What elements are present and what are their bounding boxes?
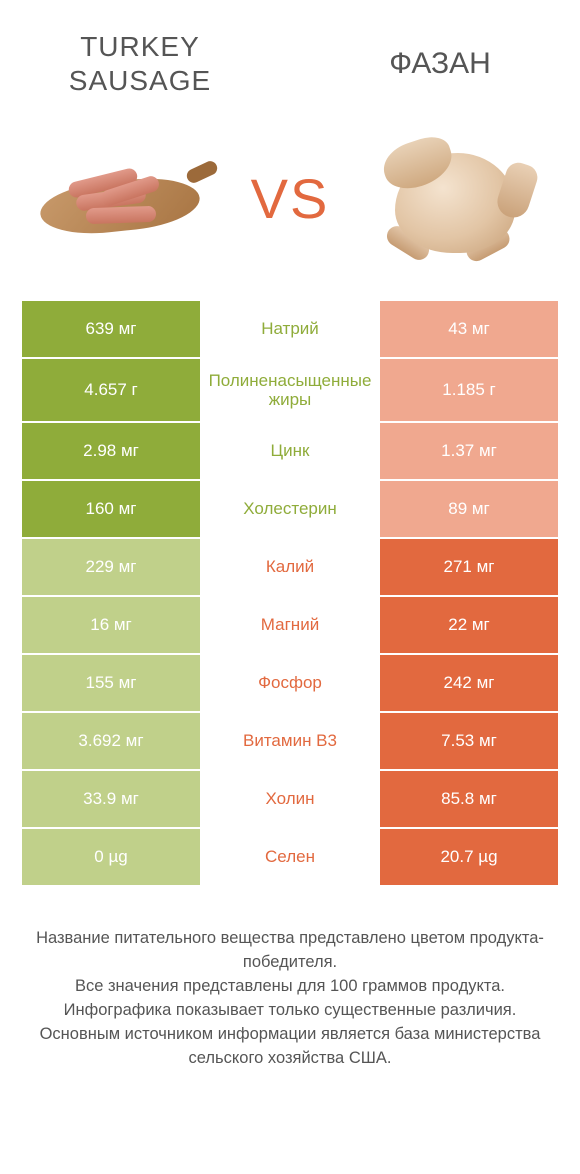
footer-line: Основным источником информации является …: [30, 1023, 550, 1071]
table-row: 155 мгФосфор242 мг: [22, 655, 558, 713]
table-row: 0 µgСелен20.7 µg: [22, 829, 558, 887]
nutrient-name: Селен: [200, 829, 380, 885]
value-left: 639 мг: [22, 301, 200, 357]
comparison-header: TURKEY SAUSAGE ФАЗАН: [0, 0, 580, 115]
value-left: 2.98 мг: [22, 423, 200, 479]
table-row: 16 мгМагний22 мг: [22, 597, 558, 655]
value-left: 155 мг: [22, 655, 200, 711]
footer-line: Инфографика показывает только существенн…: [30, 999, 550, 1023]
footer-line: Все значения представлены для 100 граммо…: [30, 975, 550, 999]
comparison-table: 639 мгНатрий43 мг4.657 гПолиненасыщенные…: [22, 301, 558, 887]
footer-notes: Название питательного вещества представл…: [0, 887, 580, 1071]
value-left: 160 мг: [22, 481, 200, 537]
value-right: 20.7 µg: [380, 829, 558, 885]
table-row: 3.692 мгВитамин B37.53 мг: [22, 713, 558, 771]
nutrient-name: Холин: [200, 771, 380, 827]
product-right-title: ФАЗАН: [340, 47, 540, 81]
value-right: 85.8 мг: [380, 771, 558, 827]
product-left-title: TURKEY SAUSAGE: [40, 30, 240, 97]
table-row: 160 мгХолестерин89 мг: [22, 481, 558, 539]
nutrient-name: Холестерин: [200, 481, 380, 537]
value-left: 4.657 г: [22, 359, 200, 421]
value-right: 89 мг: [380, 481, 558, 537]
value-right: 1.185 г: [380, 359, 558, 421]
nutrient-name: Витамин B3: [200, 713, 380, 769]
value-left: 16 мг: [22, 597, 200, 653]
table-row: 639 мгНатрий43 мг: [22, 301, 558, 359]
footer-line: Название питательного вещества представл…: [30, 927, 550, 975]
nutrient-name: Натрий: [200, 301, 380, 357]
product-right-image: [360, 123, 550, 273]
value-right: 22 мг: [380, 597, 558, 653]
value-right: 7.53 мг: [380, 713, 558, 769]
nutrient-name: Калий: [200, 539, 380, 595]
value-right: 271 мг: [380, 539, 558, 595]
nutrient-name: Полиненасыщенные жиры: [200, 359, 380, 421]
table-row: 4.657 гПолиненасыщенные жиры1.185 г: [22, 359, 558, 423]
value-left: 0 µg: [22, 829, 200, 885]
table-row: 2.98 мгЦинк1.37 мг: [22, 423, 558, 481]
table-row: 229 мгКалий271 мг: [22, 539, 558, 597]
value-right: 242 мг: [380, 655, 558, 711]
value-right: 1.37 мг: [380, 423, 558, 479]
value-left: 229 мг: [22, 539, 200, 595]
value-left: 33.9 мг: [22, 771, 200, 827]
nutrient-name: Магний: [200, 597, 380, 653]
value-left: 3.692 мг: [22, 713, 200, 769]
vs-row: VS: [0, 115, 580, 301]
nutrient-name: Фосфор: [200, 655, 380, 711]
nutrient-name: Цинк: [200, 423, 380, 479]
vs-label: VS: [251, 166, 330, 231]
value-right: 43 мг: [380, 301, 558, 357]
product-left-image: [30, 123, 220, 273]
table-row: 33.9 мгХолин85.8 мг: [22, 771, 558, 829]
